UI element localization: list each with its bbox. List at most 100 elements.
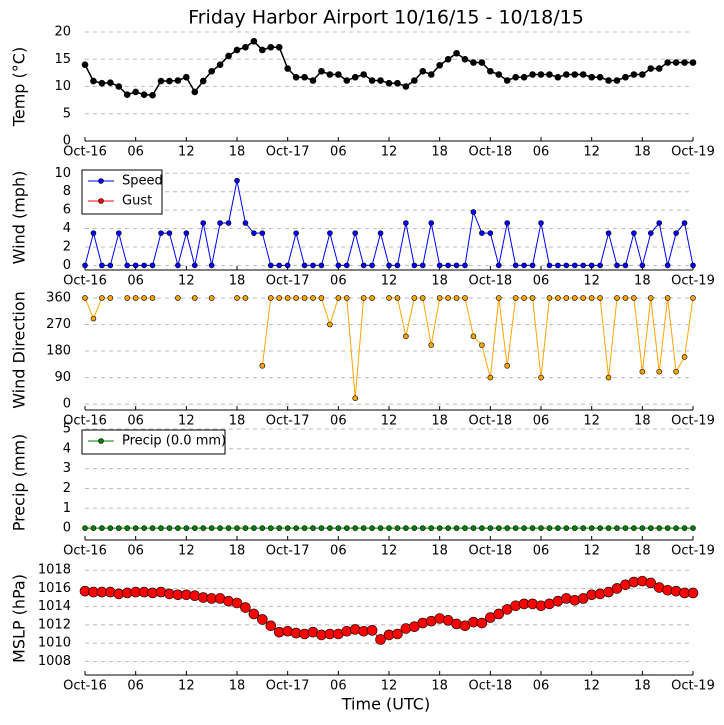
marker [158, 525, 164, 531]
marker [436, 61, 443, 69]
x-tick-label: 12 [178, 274, 195, 289]
marker [242, 220, 249, 226]
marker [520, 73, 528, 81]
marker [411, 525, 418, 531]
marker [579, 71, 587, 78]
marker [352, 230, 359, 236]
marker [327, 525, 333, 531]
marker [352, 395, 359, 402]
x-tick-label: Oct-18 [468, 414, 512, 429]
y-tick-label: 20 [54, 25, 71, 40]
marker [580, 262, 587, 269]
x-tick-label: 06 [127, 274, 144, 289]
marker [267, 262, 274, 269]
marker [310, 525, 316, 531]
marker [267, 295, 274, 301]
marker [360, 295, 367, 301]
marker [394, 262, 401, 269]
y-tick-label: 0 [63, 134, 71, 149]
x-tick-label: 12 [583, 679, 600, 694]
x-tick-label: Oct-18 [468, 679, 512, 694]
marker [428, 525, 435, 531]
y-tick-label: 15 [54, 52, 71, 67]
y-tick-label: 10 [54, 166, 71, 181]
marker [571, 295, 578, 301]
marker [571, 262, 578, 269]
x-tick-label: 18 [229, 145, 246, 160]
marker [580, 295, 587, 301]
marker [563, 295, 570, 301]
marker [538, 374, 544, 381]
marker [419, 262, 426, 269]
marker [445, 525, 451, 531]
marker [403, 333, 409, 340]
marker [90, 230, 97, 236]
marker [166, 230, 173, 236]
marker [225, 220, 232, 226]
x-tick-label: 06 [127, 544, 144, 559]
legend-label: Speed [122, 174, 163, 189]
marker [613, 77, 621, 84]
marker [248, 608, 260, 620]
marker [639, 262, 646, 269]
marker [175, 262, 181, 269]
y-tick-label: 5 [63, 106, 71, 121]
y-tick-label: 5 [63, 421, 71, 436]
marker [259, 362, 266, 369]
marker [132, 525, 139, 531]
marker [107, 525, 114, 531]
y-tick-label: 4 [63, 441, 71, 456]
marker [360, 262, 367, 269]
marker [183, 230, 190, 236]
marker [98, 79, 106, 87]
marker [82, 262, 88, 269]
marker [622, 525, 629, 531]
marker [487, 67, 494, 75]
marker [656, 525, 663, 531]
marker [597, 295, 603, 301]
x-tick-label: 06 [533, 145, 550, 160]
marker [166, 77, 173, 85]
marker [352, 525, 359, 531]
marker [529, 262, 536, 269]
marker [512, 262, 519, 269]
y-tick-label: 2 [63, 239, 71, 254]
x-tick-label: Oct-19 [671, 274, 715, 289]
marker [487, 374, 494, 381]
marker [234, 177, 240, 184]
series-line [84, 297, 694, 399]
marker [115, 230, 122, 236]
marker [199, 77, 207, 85]
marker [411, 295, 418, 301]
x-tick-label: 12 [583, 274, 600, 289]
marker [605, 77, 612, 84]
marker [369, 525, 375, 531]
marker [453, 49, 460, 57]
marker [580, 525, 587, 531]
marker [292, 73, 300, 81]
marker [140, 91, 148, 98]
y-axis-label: MSLP (hPa) [10, 574, 29, 663]
marker [123, 91, 131, 98]
x-tick-label: 06 [533, 414, 550, 429]
marker [445, 262, 451, 269]
marker [369, 262, 375, 269]
marker [436, 525, 443, 531]
marker [529, 295, 536, 301]
marker [149, 525, 156, 531]
marker [141, 262, 147, 269]
marker [672, 59, 680, 66]
marker [487, 525, 494, 531]
marker [175, 295, 181, 301]
marker [538, 525, 544, 531]
marker [318, 525, 325, 531]
marker [419, 295, 426, 301]
x-tick-label: 18 [634, 544, 651, 559]
marker [563, 262, 570, 269]
y-tick-label: 1016 [38, 581, 71, 596]
x-tick-label: 12 [583, 414, 600, 429]
x-tick-label: 12 [381, 274, 398, 289]
marker [453, 262, 460, 269]
y-tick-label: 0 [63, 397, 71, 412]
marker [242, 295, 249, 301]
